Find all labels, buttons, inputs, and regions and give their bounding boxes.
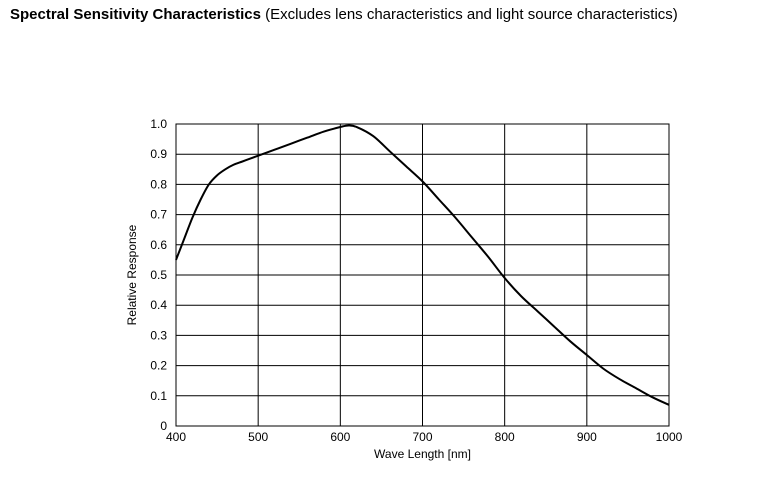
y-tick-label: 0.4: [150, 298, 167, 312]
y-tick-label: 0.1: [150, 389, 167, 403]
plot-frame: [175, 123, 670, 427]
y-tick-label: 0.5: [150, 268, 167, 282]
x-tick-label: 500: [248, 430, 268, 444]
series-line: [175, 124, 670, 406]
y-tick-label: 0.9: [150, 147, 167, 161]
y-tick-label: 0.8: [150, 177, 167, 191]
x-tick-label: 800: [495, 430, 515, 444]
y-axis-label: Relative Response: [125, 224, 139, 325]
chart-title-bold: Spectral Sensitivity Characteristics: [10, 6, 261, 23]
x-tick-labels: 400 500 600 700 800 900 1000: [166, 430, 683, 444]
y-tick-label: 0.6: [150, 238, 167, 252]
x-tick-label: 900: [577, 430, 597, 444]
y-tick-labels: 0 0.1 0.2 0.3 0.4 0.5 0.6 0.7 0.8 0.9 1.0: [150, 117, 167, 433]
x-tick-label: 400: [166, 430, 186, 444]
chart-title: Spectral Sensitivity Characteristics (Ex…: [10, 6, 678, 23]
x-axis-label: Wave Length [nm]: [374, 447, 471, 461]
grid-lines: [175, 123, 670, 427]
x-tick-label: 700: [412, 430, 432, 444]
y-tick-label: 0.7: [150, 208, 167, 222]
x-tick-label: 600: [330, 430, 350, 444]
y-tick-label: 0.2: [150, 359, 167, 373]
x-tick-label: 1000: [656, 430, 683, 444]
y-tick-label: 1.0: [150, 117, 167, 131]
y-tick-label: 0.3: [150, 328, 167, 342]
y-tick-label: 0: [160, 419, 167, 433]
chart-title-rest: (Excludes lens characteristics and light…: [260, 6, 678, 23]
